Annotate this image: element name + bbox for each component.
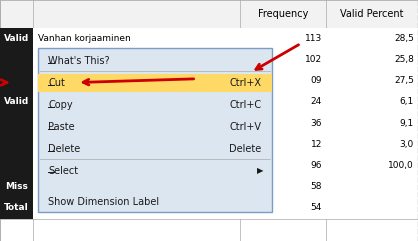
Bar [0,176,33,197]
Bar [0,134,418,155]
Text: Valid: Valid [4,34,29,43]
Text: ▶: ▶ [257,166,263,175]
Text: 28,5: 28,5 [394,34,414,43]
Text: Total: Total [4,203,29,213]
Text: 24: 24 [311,97,322,107]
Text: Total: Total [4,203,29,213]
Bar [0,197,418,219]
Text: Paste: Paste [48,122,75,132]
Bar [0,176,418,197]
Text: Show Dimension Label: Show Dimension Label [48,197,159,207]
Text: 113: 113 [305,34,322,43]
Bar [0,49,418,70]
Text: What's This?: What's This? [48,56,110,66]
Bar [0,197,33,219]
Text: Ctrl+X: Ctrl+X [229,78,261,88]
Text: Ctrl+V: Ctrl+V [229,122,261,132]
Text: 58: 58 [310,182,322,191]
Text: Select: Select [48,166,78,175]
Bar [0,113,418,134]
Text: 3,0: 3,0 [400,140,414,149]
Bar [0,155,418,176]
Text: 36: 36 [310,119,322,128]
Text: Frequency: Frequency [258,9,308,19]
Text: Miss: Miss [5,182,28,191]
Bar [0,0,418,28]
Text: 09: 09 [310,76,322,85]
Text: Valid: Valid [4,97,29,107]
Text: Ctrl+C: Ctrl+C [229,100,261,110]
Text: Miss: Miss [5,182,28,191]
Text: 54: 54 [311,203,322,213]
Text: Uuden rakentaminen: Uuden rakentaminen [38,55,133,64]
FancyBboxPatch shape [38,48,272,212]
Text: 96: 96 [310,161,322,170]
Bar [0,176,33,197]
Text: Cut: Cut [48,78,65,88]
Text: 9,1: 9,1 [400,119,414,128]
Text: 12: 12 [311,140,322,149]
Bar [0,28,33,176]
Text: 25,8: 25,8 [394,55,414,64]
Text: Copy: Copy [48,100,73,110]
Text: 6,1: 6,1 [400,97,414,107]
Bar [0,91,418,113]
Text: 27,5: 27,5 [394,76,414,85]
Bar [0,197,33,219]
Text: Delete: Delete [48,144,80,154]
Text: 102: 102 [305,55,322,64]
Text: 100,0: 100,0 [388,161,414,170]
Text: Delete: Delete [229,144,261,154]
Bar [0,28,418,49]
Bar [38,74,272,92]
Text: Vanhan korjaaminen: Vanhan korjaaminen [38,34,130,43]
Text: Valid Percent: Valid Percent [340,9,404,19]
Bar [0,28,33,49]
Bar [0,70,418,91]
